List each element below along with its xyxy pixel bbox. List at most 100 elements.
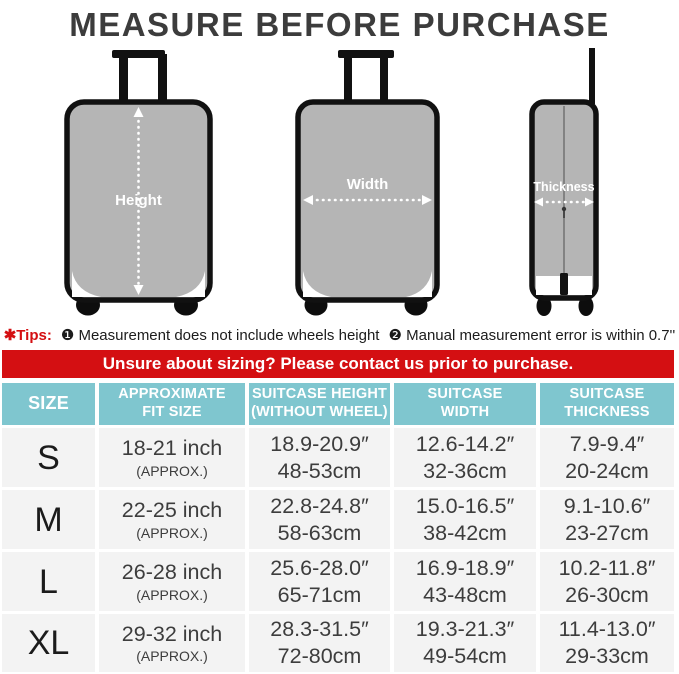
- width-cm: 38-42cm: [423, 520, 507, 545]
- table-row-xl-size: XL: [2, 614, 95, 672]
- table-row-l-height: 25.6-28.0″ 65-71cm: [249, 552, 390, 611]
- suitcase-body: [295, 99, 440, 303]
- header-size: SIZE: [2, 383, 95, 425]
- width-inch: 19.3-21.3″: [415, 617, 515, 642]
- table-row-s-size: S: [2, 428, 95, 487]
- header-line: (WITHOUT WHEEL): [251, 404, 388, 420]
- cover-corner: [406, 271, 432, 297]
- header-suitcase-height: SUITCASE HEIGHT (WITHOUT WHEEL): [249, 383, 390, 425]
- suitcase-front-width-diagram: Width: [295, 50, 440, 316]
- height-inch: 28.3-31.5″: [270, 617, 369, 642]
- fit-note: (APPROX.): [136, 462, 208, 479]
- tip-1-number-icon: ❶: [60, 327, 75, 344]
- header-line: SUITCASE: [569, 386, 645, 403]
- handle-post: [344, 54, 352, 104]
- thickness-cm: 23-27cm: [565, 520, 649, 545]
- table-row-m-fit: 22-25 inch (APPROX.): [99, 490, 245, 549]
- table-row-s-thickness: 7.9-9.4″ 20-24cm: [540, 428, 674, 487]
- wheel-icon: [536, 296, 552, 316]
- handle-bar: [112, 50, 165, 58]
- width-inch: 15.0-16.5″: [415, 493, 515, 518]
- table-row-s-height: 18.9-20.9″ 48-53cm: [249, 428, 390, 487]
- table-row-m-width: 15.0-16.5″ 38-42cm: [394, 490, 536, 549]
- zipper-tail: [563, 211, 565, 218]
- suitcase-front-height-diagram: Height: [64, 50, 213, 316]
- size-value: XL: [27, 624, 70, 662]
- width-cm: 43-48cm: [423, 582, 507, 607]
- height-cm: 65-71cm: [277, 582, 362, 607]
- fit-note: (APPROX.): [136, 648, 208, 665]
- table-row-xl-height: 28.3-31.5″ 72-80cm: [249, 614, 390, 672]
- wheel-icon: [578, 296, 594, 316]
- tip-2-number-icon: ❷: [388, 327, 402, 344]
- table-row-xl-thickness: 11.4-13.0″ 29-33cm: [540, 614, 674, 672]
- size-value: M: [34, 500, 63, 539]
- tip-item-2: ❷ Manual measurement error is within 0.7…: [388, 326, 675, 344]
- width-inch: 16.9-18.9″: [415, 555, 515, 580]
- height-inch: 18.9-20.9″: [270, 431, 369, 456]
- arrowhead-down: [133, 285, 144, 295]
- thickness-cm: 29-33cm: [565, 644, 649, 668]
- header-line: SUITCASE: [427, 386, 503, 403]
- header-line: APPROXIMATE: [118, 386, 226, 403]
- table-row-m-thickness: 9.1-10.6″ 23-27cm: [540, 490, 674, 549]
- handle-post: [589, 48, 595, 104]
- tips-label: ✱Tips:: [3, 327, 52, 344]
- table-row-m-height: 22.8-24.8″ 58-63cm: [249, 490, 390, 549]
- height-inch: 22.8-24.8″: [270, 493, 369, 518]
- height-label: Height: [115, 192, 162, 209]
- table-row-m-size: M: [2, 490, 95, 549]
- table-row-s-width: 12.6-14.2″ 32-36cm: [394, 428, 536, 487]
- header-line: SUITCASE HEIGHT: [251, 386, 388, 403]
- fit-value: 26-28 inch: [121, 560, 223, 585]
- size-value: S: [37, 438, 60, 477]
- cover-corner: [72, 271, 101, 297]
- height-cm: 48-53cm: [277, 458, 362, 483]
- table-row-l-fit: 26-28 inch (APPROX.): [99, 552, 245, 611]
- table-row-xl-fit: 29-32 inch (APPROX.): [99, 614, 245, 672]
- arrowhead-left: [534, 197, 543, 207]
- height-inch: 25.6-28.0″: [270, 555, 369, 580]
- header-suitcase-thickness: SUITCASE THICKNESS: [540, 383, 674, 425]
- width-inch: 12.6-14.2″: [415, 431, 515, 456]
- table-row-xl-width: 19.3-21.3″ 49-54cm: [394, 614, 536, 672]
- thickness-inch: 7.9-9.4″: [569, 431, 645, 456]
- cover-corner: [303, 271, 331, 297]
- width-label: Width: [347, 176, 389, 193]
- thickness-inch: 9.1-10.6″: [563, 493, 651, 518]
- table-row-l-width: 16.9-18.9″ 43-48cm: [394, 552, 536, 611]
- contact-banner: Unsure about sizing? Please contact us p…: [2, 350, 674, 378]
- thickness-label: Thickness: [533, 180, 594, 194]
- thickness-cm: 26-30cm: [565, 582, 649, 607]
- fit-value: 29-32 inch: [121, 621, 223, 646]
- handle-post: [380, 54, 388, 104]
- zipper-pull: [560, 273, 568, 295]
- thickness-inch: 10.2-11.8″: [558, 555, 656, 580]
- arrowhead-left: [303, 195, 313, 205]
- handle-post: [119, 54, 128, 104]
- header-line: THICKNESS: [564, 404, 650, 420]
- width-cm: 49-54cm: [423, 644, 507, 668]
- width-cm: 32-36cm: [423, 458, 507, 483]
- fit-note: (APPROX.): [136, 524, 208, 541]
- arrowhead-right: [422, 195, 432, 205]
- table-row-l-size: L: [2, 552, 95, 611]
- arrowhead-up: [133, 107, 144, 117]
- suitcase-body: [64, 99, 213, 303]
- zipper-slider: [561, 206, 567, 212]
- height-cm: 58-63cm: [277, 520, 362, 545]
- handle-bar: [338, 50, 394, 58]
- cover-corner: [176, 271, 205, 297]
- fit-value: 22-25 inch: [121, 498, 223, 523]
- arrowhead-right: [585, 197, 594, 207]
- measurement-diagrams: Height Width Thickness: [0, 46, 679, 322]
- suitcase-side-thickness-diagram: Thickness: [529, 48, 599, 316]
- handle-post: [158, 54, 167, 104]
- table-row-s-fit: 18-21 inch (APPROX.): [99, 428, 245, 487]
- tip-1-text: Measurement does not include wheels heig…: [78, 327, 380, 344]
- tips-line: ✱Tips: ❶ Measurement does not include wh…: [0, 322, 679, 348]
- thickness-cm: 20-24cm: [565, 458, 649, 483]
- header-line: SIZE: [28, 393, 69, 414]
- header-line: WIDTH: [440, 404, 490, 420]
- size-value: L: [39, 562, 58, 601]
